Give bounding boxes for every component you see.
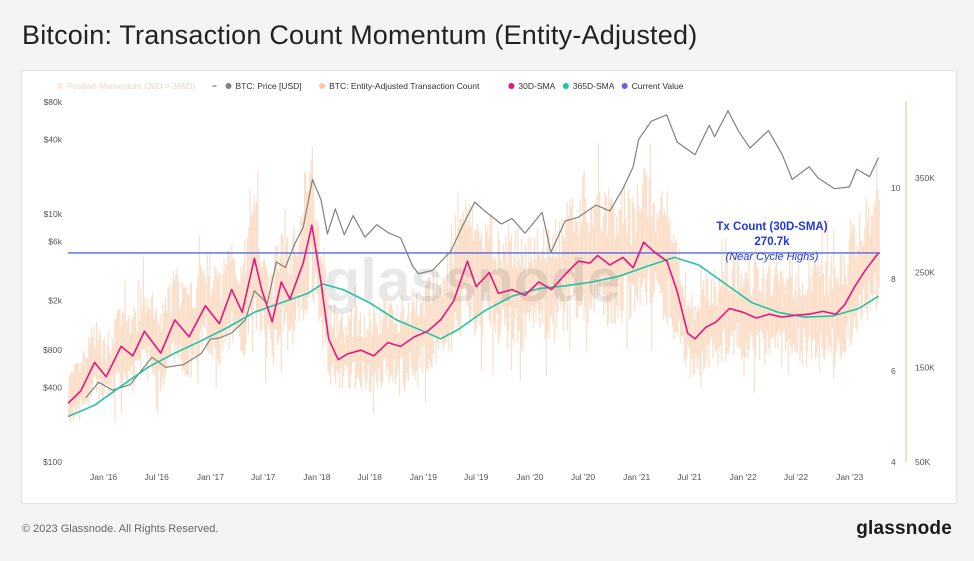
chart-canvas: Positive Momentum (30D > 365D) BTC: Price… — [43, 81, 935, 482]
chart-panel: Positive Momentum (30D > 365D) BTC: Price… — [21, 70, 957, 504]
y-left-tick: $800 — [43, 345, 62, 355]
annotation-title: Tx Count (30D-SMA) — [716, 221, 827, 233]
chart-plot-area: glassnode — [68, 110, 880, 423]
x-tick: Jul '16 — [145, 472, 170, 482]
y-left-tick: $2k — [48, 296, 62, 306]
page-title: Bitcoin: Transaction Count Momentum (Ent… — [22, 20, 698, 50]
legend-label: Positive Momentum (30D > 365D) — [67, 81, 195, 91]
copyright-text: © 2023 Glassnode. All Rights Reserved. — [22, 523, 219, 535]
legend-marker — [225, 83, 232, 89]
y-right-tick: 150K — [915, 362, 935, 372]
legend-marker — [57, 83, 63, 89]
glassnode-logo: glassnode — [856, 518, 952, 539]
x-tick: Jan '21 — [623, 472, 650, 482]
x-tick: Jul '18 — [358, 472, 383, 482]
y-left-tick: $10k — [44, 209, 63, 219]
legend-marker — [319, 83, 326, 89]
chart-legend: Positive Momentum (30D > 365D) BTC: Price… — [57, 81, 684, 91]
y-right-tick: 50K — [915, 457, 930, 467]
x-tick: Jan '20 — [516, 472, 543, 482]
x-tick: Jul '22 — [784, 472, 809, 482]
y-mid-tick: 8 — [891, 274, 896, 284]
x-tick: Jul '17 — [251, 472, 276, 482]
y-left-tick: $40k — [44, 134, 63, 144]
y-left-tick: $6k — [48, 236, 62, 246]
x-tick: Jul '20 — [571, 472, 596, 482]
legend-marker — [621, 83, 628, 89]
annotation-value: 270.7k — [754, 236, 790, 248]
y-mid-tick: 4 — [891, 457, 896, 467]
legend-marker — [562, 83, 569, 89]
legend-label: 30D-SMA — [518, 81, 555, 91]
x-tick: Jan '16 — [90, 472, 117, 482]
legend-label: Current Value — [632, 81, 684, 91]
price-line — [85, 110, 880, 399]
legend-label: BTC: Price [USD] — [236, 81, 302, 91]
y-right-tick: 250K — [915, 268, 935, 278]
y-right-tick: 350K — [915, 173, 935, 183]
x-tick: Jan '22 — [730, 472, 757, 482]
x-tick: Jul '19 — [464, 472, 489, 482]
chart-axes: $100 $400 $800 $2k $6k $10k $40k $80k 50K 150K 250… — [43, 97, 935, 482]
chart-annotation: Tx Count (30D-SMA) 270.7k (Near Cycle Hi… — [716, 221, 827, 263]
x-tick: Jan '19 — [410, 472, 437, 482]
chart-lines — [68, 110, 880, 418]
x-tick: Jan '17 — [197, 472, 224, 482]
watermark: glassnode — [324, 247, 621, 314]
sma-365d-line — [68, 256, 879, 418]
legend-label: 365D-SMA — [573, 81, 615, 91]
x-tick: Jan '18 — [303, 472, 330, 482]
annotation-note: (Near Cycle Highs) — [726, 251, 819, 263]
sma-30d-line — [68, 224, 880, 404]
legend-label: BTC: Entity-Adjusted Transaction Count — [329, 81, 480, 91]
y-mid-tick: 10 — [891, 183, 901, 193]
y-left-tick: $100 — [43, 457, 62, 467]
x-tick: Jan '23 — [836, 472, 863, 482]
legend-marker — [508, 83, 515, 89]
y-left-tick: $400 — [43, 382, 62, 392]
y-left-tick: $80k — [44, 97, 63, 107]
x-tick: Jul '21 — [677, 472, 702, 482]
y-mid-tick: 6 — [891, 366, 896, 376]
